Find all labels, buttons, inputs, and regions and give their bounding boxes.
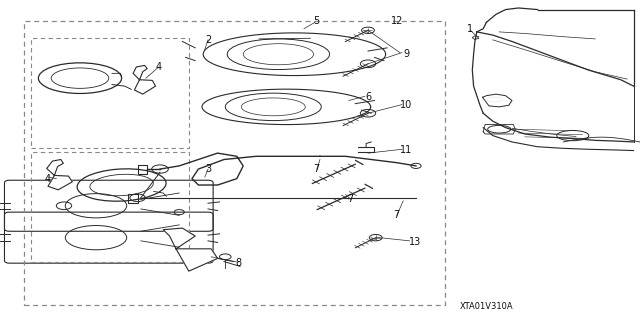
Text: 9: 9 <box>403 49 410 59</box>
Text: 3: 3 <box>205 164 211 174</box>
Text: 12: 12 <box>390 16 403 26</box>
Polygon shape <box>176 249 218 271</box>
Text: 4: 4 <box>156 62 162 72</box>
Text: 11: 11 <box>400 145 413 155</box>
Text: XTA01V310A: XTA01V310A <box>460 302 513 311</box>
Text: 7: 7 <box>348 194 354 204</box>
Text: 13: 13 <box>408 237 421 248</box>
Text: 7: 7 <box>314 164 320 174</box>
Text: 6: 6 <box>365 92 371 102</box>
Polygon shape <box>163 228 195 249</box>
Text: 1: 1 <box>467 24 474 34</box>
Bar <box>128 194 138 203</box>
Bar <box>138 165 147 174</box>
Text: 4: 4 <box>45 174 51 184</box>
Text: 5: 5 <box>314 16 320 26</box>
Text: 8: 8 <box>235 258 241 268</box>
Polygon shape <box>134 80 156 94</box>
Text: 2: 2 <box>205 35 211 45</box>
Text: 7: 7 <box>394 210 400 220</box>
Polygon shape <box>483 94 512 107</box>
Text: 10: 10 <box>400 100 413 110</box>
Polygon shape <box>48 175 72 190</box>
